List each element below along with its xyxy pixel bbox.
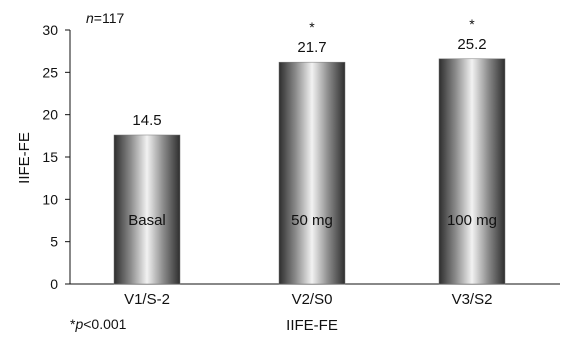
bar-inner-label: Basal	[128, 212, 166, 229]
y-tick-label: 30	[42, 22, 58, 38]
sample-size-note: n=117	[86, 10, 125, 26]
y-tick-label: 10	[42, 191, 58, 207]
x-tick-label: V1/S-2	[124, 291, 170, 308]
x-tick-label: V2/S0	[292, 291, 333, 308]
data-label: 21.7	[297, 39, 326, 56]
y-tick-label: 5	[50, 234, 58, 250]
bar-inner-label: 50 mg	[291, 212, 333, 229]
data-label: 25.2	[457, 36, 486, 53]
bar	[113, 134, 181, 285]
data-label: 14.5	[132, 112, 161, 129]
bar	[278, 61, 346, 285]
y-tick-label: 0	[50, 276, 58, 292]
significance-footnote: *p<0.001	[70, 316, 127, 332]
significance-mark: *	[469, 16, 475, 32]
y-tick-label: 25	[42, 64, 58, 80]
bar	[438, 58, 506, 285]
x-tick-label: V3/S2	[452, 291, 493, 308]
significance-mark: *	[309, 19, 315, 35]
y-tick-label: 15	[42, 149, 58, 165]
y-tick-label: 20	[42, 107, 58, 123]
bar-inner-label: 100 mg	[447, 212, 497, 229]
x-axis-label: IIFE-FE	[286, 317, 338, 334]
y-axis-label: IIFE-FE	[16, 132, 33, 184]
